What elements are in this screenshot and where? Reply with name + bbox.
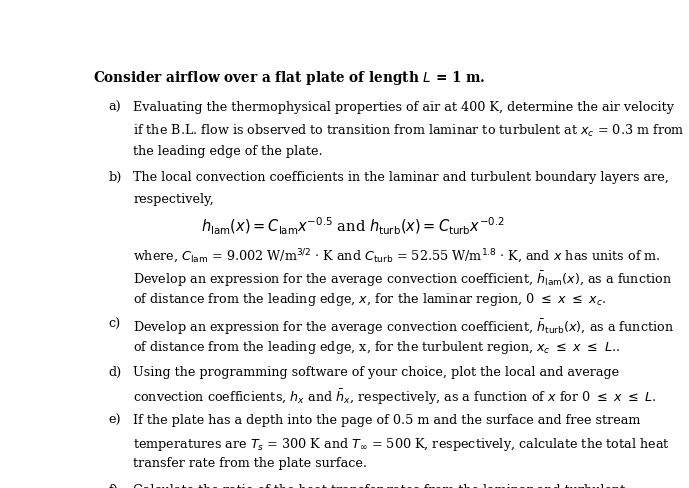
Text: d): d) — [109, 366, 122, 379]
Text: temperatures are $T_s$ = 300 K and $T_\infty$ = 500 K, respectively, calculate t: temperatures are $T_s$ = 300 K and $T_\i… — [133, 436, 670, 452]
Text: Develop an expression for the average convection coefficient, $\bar{h}_{\mathrm{: Develop an expression for the average co… — [133, 269, 672, 289]
Text: transfer rate from the plate surface.: transfer rate from the plate surface. — [133, 457, 367, 470]
Text: of distance from the leading edge, $x$, for the laminar region, 0 $\leq$ $x$ $\l: of distance from the leading edge, $x$, … — [133, 291, 606, 308]
Text: the leading edge of the plate.: the leading edge of the plate. — [133, 144, 322, 158]
Text: a): a) — [109, 101, 121, 114]
Text: b): b) — [109, 171, 122, 184]
Text: If the plate has a depth into the page of 0.5 m and the surface and free stream: If the plate has a depth into the page o… — [133, 414, 641, 427]
Text: $h_{\mathrm{lam}}(x) = C_{\mathrm{lam}}x^{-0.5}$ and $h_{\mathrm{turb}}(x) = C_{: $h_{\mathrm{lam}}(x) = C_{\mathrm{lam}}x… — [201, 216, 505, 237]
Text: c): c) — [109, 318, 121, 330]
Text: The local convection coefficients in the laminar and turbulent boundary layers a: The local convection coefficients in the… — [133, 171, 669, 184]
Text: convection coefficients, $h_x$ and $\bar{h}_x$, respectively, as a function of $: convection coefficients, $h_x$ and $\bar… — [133, 387, 657, 407]
Text: Evaluating the thermophysical properties of air at 400 K, determine the air velo: Evaluating the thermophysical properties… — [133, 101, 674, 114]
Text: Using the programming software of your choice, plot the local and average: Using the programming software of your c… — [133, 366, 619, 379]
Text: respectively,: respectively, — [133, 193, 214, 206]
Text: Consider airflow over a flat plate of length $L$ = 1 m.: Consider airflow over a flat plate of le… — [92, 69, 485, 87]
Text: f): f) — [109, 484, 119, 488]
Text: e): e) — [109, 414, 121, 427]
Text: Develop an expression for the average convection coefficient, $\bar{h}_{\mathrm{: Develop an expression for the average co… — [133, 318, 674, 337]
Text: of distance from the leading edge, x, for the turbulent region, $x_c$ $\leq$ $x$: of distance from the leading edge, x, fo… — [133, 339, 620, 356]
Text: Calculate the ratio of the heat transfer rates from the laminar and turbulent: Calculate the ratio of the heat transfer… — [133, 484, 626, 488]
Text: if the B.L. flow is observed to transition from laminar to turbulent at $x_c$ = : if the B.L. flow is observed to transiti… — [133, 123, 685, 139]
Text: where, $C_{\mathrm{lam}}$ = 9.002 W/m$^{3/2}$ $\cdot$ K and $C_{\mathrm{turb}}$ : where, $C_{\mathrm{lam}}$ = 9.002 W/m$^{… — [133, 248, 661, 266]
